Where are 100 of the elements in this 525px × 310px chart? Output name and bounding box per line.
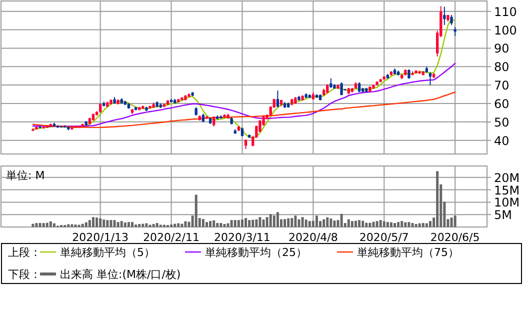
- bar: [294, 216, 297, 227]
- bar: [142, 224, 144, 227]
- candlestick: [276, 90, 280, 108]
- legend-title: 上段：: [8, 246, 41, 259]
- bar: [330, 218, 332, 227]
- bar: [99, 218, 102, 227]
- bar: [220, 223, 222, 227]
- legend-label: 単純移動平均（25）: [205, 246, 307, 259]
- line-series: [32, 18, 456, 139]
- bar: [206, 222, 208, 227]
- bar: [376, 221, 378, 227]
- bar: [414, 224, 418, 227]
- bar: [350, 221, 354, 227]
- bar: [113, 220, 116, 227]
- bar: [127, 222, 130, 227]
- bar: [397, 222, 400, 227]
- bar: [240, 220, 244, 227]
- bar: [237, 220, 240, 227]
- bar: [362, 220, 364, 227]
- bar: [116, 222, 120, 227]
- bar: [266, 217, 268, 227]
- bar: [429, 221, 432, 227]
- bar: [46, 222, 48, 227]
- bar: [255, 219, 258, 227]
- bar: [269, 214, 272, 227]
- bar: [347, 219, 350, 227]
- bar: [252, 220, 254, 227]
- bar: [156, 223, 158, 227]
- bar: [67, 224, 70, 227]
- bar: [131, 222, 134, 227]
- bar: [42, 223, 45, 227]
- bar: [425, 223, 428, 227]
- candlestick: [244, 138, 248, 150]
- bar: [322, 219, 326, 227]
- y-tick-label: 60: [494, 96, 510, 111]
- bar: [49, 221, 52, 227]
- bar: [38, 223, 42, 227]
- bar: [180, 224, 184, 227]
- annotation: 単位: M: [6, 169, 45, 182]
- bar: [408, 222, 410, 227]
- bar: [248, 220, 251, 227]
- bar: [304, 220, 308, 227]
- bar: [216, 223, 219, 227]
- bar: [223, 224, 226, 227]
- bar: [272, 216, 276, 227]
- candlestick: [454, 26, 456, 37]
- y-tick-label: 5M: [494, 208, 512, 222]
- y-tick-label: 50: [494, 115, 510, 130]
- bar: [88, 220, 91, 227]
- candlestick: [330, 78, 332, 88]
- bar: [124, 222, 126, 227]
- candlestick: [340, 82, 343, 96]
- bar: [177, 223, 180, 227]
- bar: [386, 222, 389, 227]
- bar: [32, 224, 34, 227]
- bar: [84, 222, 88, 227]
- x-tick-label: 2020/6/5: [430, 231, 480, 244]
- x-tick-label: 2020/5/7: [359, 231, 409, 244]
- bar: [184, 221, 187, 227]
- bar: [394, 223, 396, 227]
- bar: [454, 216, 456, 227]
- candlestick: [408, 68, 410, 80]
- legend-label: 出来高 単位:(M株/口/枚): [60, 268, 181, 281]
- bar: [418, 223, 421, 227]
- y-tick-label: 80: [494, 60, 510, 74]
- bar: [145, 223, 148, 227]
- y-tick-label: 110: [494, 4, 517, 19]
- legend-label: 単純移動平均（5）: [60, 246, 155, 259]
- y-tick-label: 100: [494, 23, 517, 38]
- x-tick-label: 2020/3/11: [214, 231, 270, 244]
- legend-title: 下段：: [8, 268, 41, 281]
- y-tick-label: 10M: [494, 196, 520, 210]
- bar: [340, 214, 343, 227]
- y-tick-label: 70: [494, 78, 510, 93]
- legend-label: 単純移動平均（75）: [357, 246, 459, 259]
- line-series: [32, 62, 456, 127]
- bar: [450, 218, 453, 227]
- bar: [382, 221, 386, 227]
- bar: [138, 224, 141, 227]
- bar: [422, 223, 424, 227]
- bar: [372, 222, 375, 227]
- bar: [52, 223, 56, 227]
- bar: [400, 221, 404, 227]
- x-tick-label: 2020/4/8: [288, 231, 338, 244]
- bar: [358, 220, 361, 227]
- bar: [194, 194, 198, 227]
- bar: [174, 224, 176, 227]
- bar: [333, 220, 336, 227]
- bar: [308, 221, 311, 227]
- bar: [379, 220, 382, 227]
- bar: [81, 224, 84, 227]
- bar: [298, 219, 300, 227]
- bar: [234, 220, 236, 227]
- bar: [152, 224, 155, 227]
- bar: [315, 216, 318, 227]
- bar: [120, 221, 123, 227]
- bar: [226, 223, 230, 227]
- candlestick: [326, 84, 329, 94]
- bar: [404, 222, 407, 227]
- y-tick-label: 40: [494, 134, 510, 148]
